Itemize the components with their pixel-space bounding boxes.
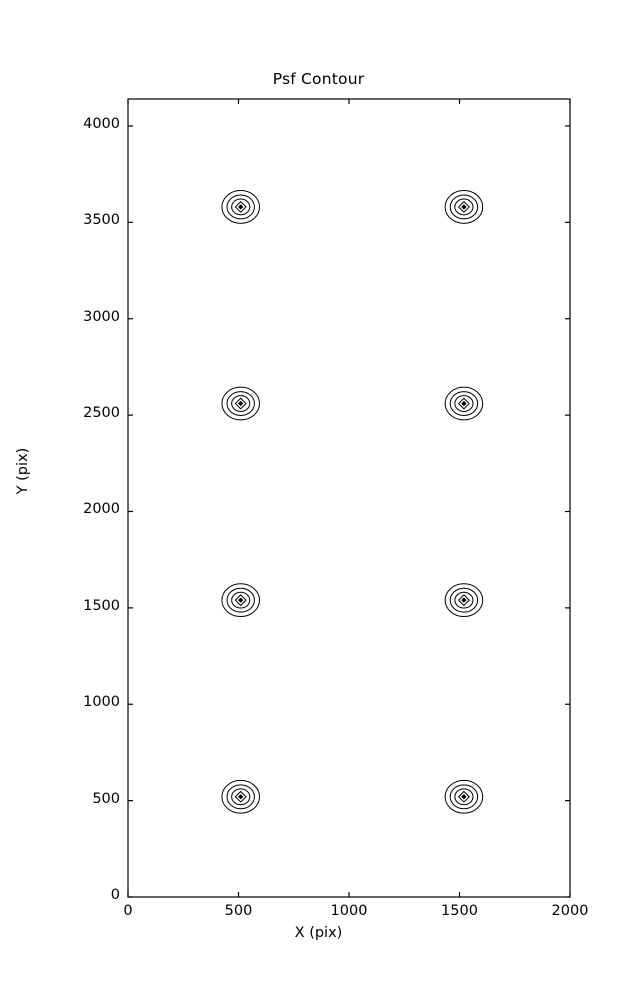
contour-level-ring <box>234 397 247 410</box>
contour-level-ring <box>444 190 484 224</box>
contour-level-ring <box>444 386 484 421</box>
contour-level-ring <box>231 788 251 806</box>
y-axis-tick-label: 2000 <box>83 501 120 518</box>
psf-contour-blob <box>221 779 260 814</box>
y-axis-tick-label: 0 <box>110 887 120 903</box>
x-axis-tick-label: 2000 <box>551 903 589 919</box>
contour-level-ring <box>231 198 251 216</box>
contour-level-ring <box>231 395 251 412</box>
contour-level-ring <box>461 794 467 800</box>
x-axis-tick-label: 0 <box>123 903 133 919</box>
contour-level-ring <box>461 597 467 603</box>
contour-level-ring <box>226 194 255 220</box>
y-axis-tick-label: 1500 <box>83 597 120 614</box>
x-axis-tick-label: 1000 <box>330 903 368 919</box>
contour-level-ring <box>221 779 260 814</box>
x-axis-label: X (pix) <box>294 925 343 941</box>
contour-level-ring <box>226 587 255 613</box>
psf-contour-blob <box>444 583 484 618</box>
contour-level-ring <box>226 784 255 810</box>
psf-contour-blob <box>444 386 484 421</box>
psf-contour-blob <box>221 386 260 421</box>
contour-level-ring <box>231 591 251 609</box>
y-axis-tick-label: 1000 <box>83 694 120 711</box>
contour-level-ring <box>234 790 247 803</box>
psf-contour-blob <box>444 190 484 224</box>
contour-level-ring <box>238 204 244 210</box>
contour-level-ring <box>449 194 479 220</box>
contour-level-ring <box>234 201 247 213</box>
contour-level-ring <box>221 583 260 618</box>
page-title: Psf Contour <box>272 70 365 88</box>
psf-contour-blob <box>221 190 260 224</box>
y-axis-tick-label: 3500 <box>83 212 120 229</box>
contour-level-ring <box>221 386 260 421</box>
contour-level-ring <box>461 400 467 407</box>
contour-level-ring <box>461 204 467 210</box>
contour-level-ring <box>454 788 474 806</box>
contour-level-ring <box>234 594 247 606</box>
contour-level-ring <box>458 397 470 410</box>
contour-level-ring <box>238 794 244 800</box>
contour-level-ring <box>238 597 244 603</box>
contour-level-ring <box>226 391 255 417</box>
contour-level-ring <box>449 587 479 613</box>
y-axis-tick-label: 500 <box>92 790 120 807</box>
contour-level-ring <box>449 784 479 810</box>
psf-contour-blob <box>221 583 260 618</box>
x-axis-tick-label: 1500 <box>441 903 478 919</box>
contour-level-ring <box>444 583 484 618</box>
contour-level-ring <box>454 395 474 412</box>
contour-level-ring <box>449 391 479 417</box>
contour-level-ring <box>458 594 470 606</box>
contour-level-ring <box>458 790 470 803</box>
contour-level-ring <box>238 400 244 407</box>
y-axis-tick-label: 4000 <box>83 115 120 132</box>
y-axis-tick-label: 2500 <box>83 405 120 422</box>
axes-frame <box>127 98 571 898</box>
contour-level-ring <box>221 190 260 224</box>
psf-contour-blob <box>444 779 484 814</box>
contour-level-ring <box>444 779 484 814</box>
contour-level-ring <box>454 198 474 216</box>
contour-level-ring <box>458 201 470 213</box>
x-axis-tick-label: 500 <box>224 903 253 919</box>
contour-level-ring <box>454 591 474 609</box>
y-axis-tick-label: 3000 <box>83 308 120 325</box>
